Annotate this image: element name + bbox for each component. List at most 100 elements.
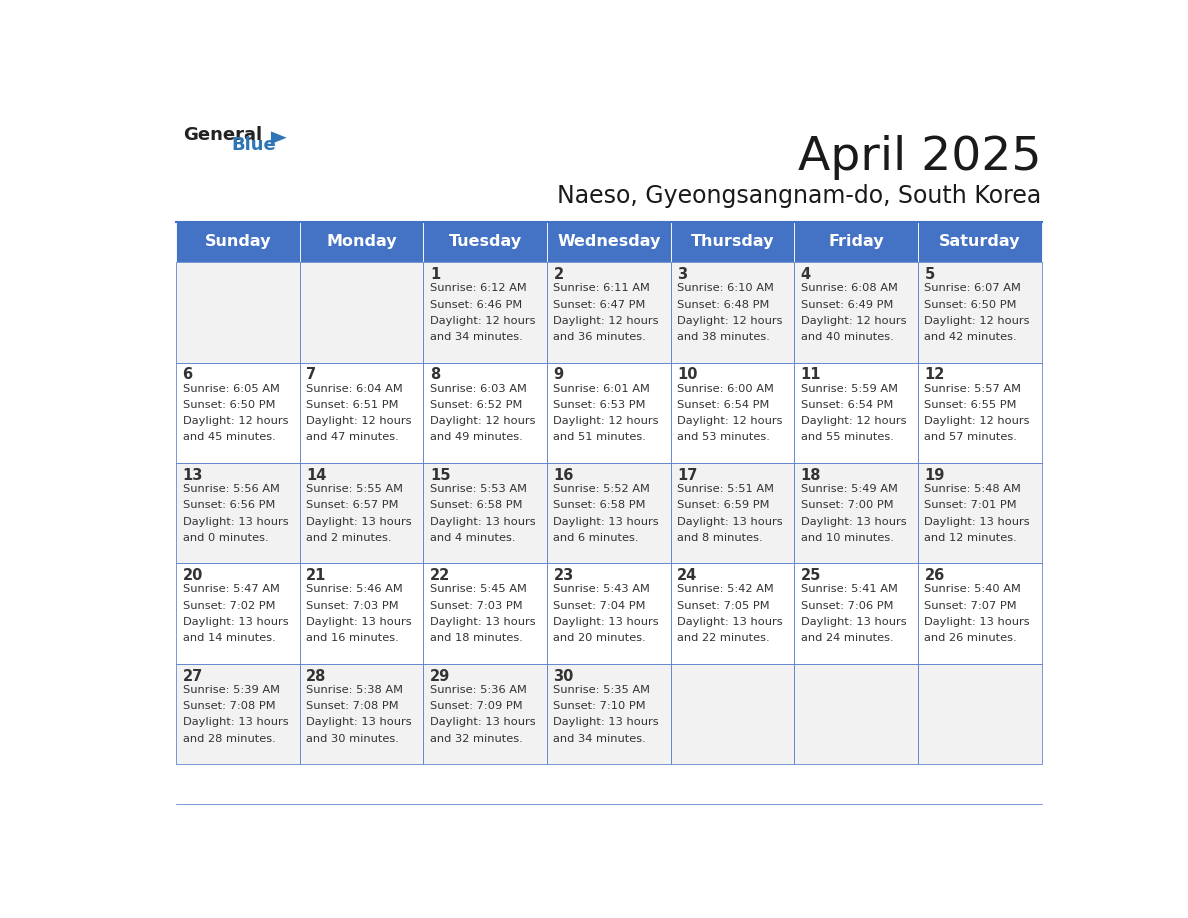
- Text: 25: 25: [801, 568, 821, 583]
- Text: Wednesday: Wednesday: [557, 234, 661, 250]
- Bar: [671, 263, 795, 363]
- Text: Sunset: 7:10 PM: Sunset: 7:10 PM: [554, 701, 646, 711]
- Text: and 12 minutes.: and 12 minutes.: [924, 532, 1017, 543]
- Text: Sunrise: 6:05 AM: Sunrise: 6:05 AM: [183, 384, 279, 394]
- Text: and 51 minutes.: and 51 minutes.: [554, 432, 646, 442]
- Text: Sunrise: 6:08 AM: Sunrise: 6:08 AM: [801, 284, 898, 294]
- Text: Sunset: 6:52 PM: Sunset: 6:52 PM: [430, 400, 523, 410]
- Text: and 18 minutes.: and 18 minutes.: [430, 633, 523, 644]
- Text: 13: 13: [183, 468, 203, 483]
- Bar: [671, 564, 795, 664]
- Text: 12: 12: [924, 367, 944, 383]
- Text: Sunset: 6:47 PM: Sunset: 6:47 PM: [554, 299, 646, 309]
- Text: and 10 minutes.: and 10 minutes.: [801, 532, 893, 543]
- Text: April 2025: April 2025: [798, 135, 1042, 180]
- Text: 21: 21: [307, 568, 327, 583]
- Text: and 45 minutes.: and 45 minutes.: [183, 432, 276, 442]
- Bar: [671, 222, 795, 263]
- Bar: [918, 463, 1042, 564]
- Text: and 26 minutes.: and 26 minutes.: [924, 633, 1017, 644]
- Text: Sunset: 6:54 PM: Sunset: 6:54 PM: [801, 400, 893, 410]
- Text: Sunrise: 5:36 AM: Sunrise: 5:36 AM: [430, 685, 526, 695]
- Bar: [299, 363, 423, 463]
- Polygon shape: [271, 131, 286, 144]
- Text: Sunset: 6:58 PM: Sunset: 6:58 PM: [430, 500, 523, 510]
- Text: and 0 minutes.: and 0 minutes.: [183, 532, 268, 543]
- Text: and 6 minutes.: and 6 minutes.: [554, 532, 639, 543]
- Text: 14: 14: [307, 468, 327, 483]
- Text: Daylight: 12 hours: Daylight: 12 hours: [677, 316, 783, 326]
- Bar: [423, 263, 546, 363]
- Text: Sunset: 6:53 PM: Sunset: 6:53 PM: [554, 400, 646, 410]
- Text: Sunrise: 5:41 AM: Sunrise: 5:41 AM: [801, 585, 898, 595]
- Text: Sunrise: 5:42 AM: Sunrise: 5:42 AM: [677, 585, 773, 595]
- Bar: [176, 463, 299, 564]
- Text: and 38 minutes.: and 38 minutes.: [677, 332, 770, 342]
- Text: and 34 minutes.: and 34 minutes.: [554, 733, 646, 744]
- Text: and 8 minutes.: and 8 minutes.: [677, 532, 763, 543]
- Text: Daylight: 13 hours: Daylight: 13 hours: [307, 717, 412, 727]
- Bar: [546, 564, 671, 664]
- Text: Sunset: 6:48 PM: Sunset: 6:48 PM: [677, 299, 770, 309]
- Text: Thursday: Thursday: [690, 234, 775, 250]
- Text: 24: 24: [677, 568, 697, 583]
- Text: Daylight: 13 hours: Daylight: 13 hours: [677, 617, 783, 627]
- Bar: [546, 363, 671, 463]
- Text: Sunrise: 6:10 AM: Sunrise: 6:10 AM: [677, 284, 775, 294]
- Text: Daylight: 13 hours: Daylight: 13 hours: [183, 617, 289, 627]
- Text: and 20 minutes.: and 20 minutes.: [554, 633, 646, 644]
- Text: Sunday: Sunday: [204, 234, 271, 250]
- Bar: [299, 463, 423, 564]
- Text: Sunset: 6:57 PM: Sunset: 6:57 PM: [307, 500, 399, 510]
- Text: Daylight: 13 hours: Daylight: 13 hours: [554, 517, 659, 527]
- Bar: [423, 222, 546, 263]
- Text: Sunset: 7:05 PM: Sunset: 7:05 PM: [677, 600, 770, 610]
- Text: and 2 minutes.: and 2 minutes.: [307, 532, 392, 543]
- Text: Sunrise: 5:59 AM: Sunrise: 5:59 AM: [801, 384, 898, 394]
- Text: Sunrise: 5:35 AM: Sunrise: 5:35 AM: [554, 685, 651, 695]
- Text: Daylight: 13 hours: Daylight: 13 hours: [554, 617, 659, 627]
- Text: and 42 minutes.: and 42 minutes.: [924, 332, 1017, 342]
- Text: and 36 minutes.: and 36 minutes.: [554, 332, 646, 342]
- Text: Daylight: 13 hours: Daylight: 13 hours: [183, 517, 289, 527]
- Text: Daylight: 13 hours: Daylight: 13 hours: [430, 717, 536, 727]
- Bar: [299, 263, 423, 363]
- Text: Blue: Blue: [232, 136, 276, 154]
- Text: Daylight: 12 hours: Daylight: 12 hours: [430, 416, 536, 426]
- Text: Sunrise: 5:51 AM: Sunrise: 5:51 AM: [677, 484, 775, 494]
- Text: Sunrise: 5:43 AM: Sunrise: 5:43 AM: [554, 585, 650, 595]
- Text: 4: 4: [801, 267, 811, 282]
- Bar: [546, 463, 671, 564]
- Text: Sunrise: 5:48 AM: Sunrise: 5:48 AM: [924, 484, 1022, 494]
- Text: Sunset: 6:59 PM: Sunset: 6:59 PM: [677, 500, 770, 510]
- Text: 17: 17: [677, 468, 697, 483]
- Text: and 34 minutes.: and 34 minutes.: [430, 332, 523, 342]
- Text: Sunset: 7:07 PM: Sunset: 7:07 PM: [924, 600, 1017, 610]
- Text: 20: 20: [183, 568, 203, 583]
- Text: Sunset: 7:04 PM: Sunset: 7:04 PM: [554, 600, 646, 610]
- Text: Sunset: 6:56 PM: Sunset: 6:56 PM: [183, 500, 274, 510]
- Text: Saturday: Saturday: [939, 234, 1020, 250]
- Text: Daylight: 12 hours: Daylight: 12 hours: [307, 416, 412, 426]
- Bar: [795, 263, 918, 363]
- Text: 19: 19: [924, 468, 944, 483]
- Text: Daylight: 12 hours: Daylight: 12 hours: [924, 416, 1030, 426]
- Bar: [176, 664, 299, 764]
- Text: Sunrise: 6:04 AM: Sunrise: 6:04 AM: [307, 384, 403, 394]
- Text: and 57 minutes.: and 57 minutes.: [924, 432, 1017, 442]
- Text: Sunset: 7:00 PM: Sunset: 7:00 PM: [801, 500, 893, 510]
- Bar: [423, 664, 546, 764]
- Text: Daylight: 12 hours: Daylight: 12 hours: [677, 416, 783, 426]
- Text: 9: 9: [554, 367, 563, 383]
- Text: Sunrise: 5:56 AM: Sunrise: 5:56 AM: [183, 484, 279, 494]
- Text: and 32 minutes.: and 32 minutes.: [430, 733, 523, 744]
- Text: Tuesday: Tuesday: [449, 234, 522, 250]
- Bar: [546, 222, 671, 263]
- Bar: [671, 664, 795, 764]
- Text: Friday: Friday: [828, 234, 884, 250]
- Text: Sunset: 7:02 PM: Sunset: 7:02 PM: [183, 600, 276, 610]
- Text: Sunrise: 5:49 AM: Sunrise: 5:49 AM: [801, 484, 898, 494]
- Bar: [176, 222, 299, 263]
- Bar: [795, 664, 918, 764]
- Text: Sunrise: 5:39 AM: Sunrise: 5:39 AM: [183, 685, 279, 695]
